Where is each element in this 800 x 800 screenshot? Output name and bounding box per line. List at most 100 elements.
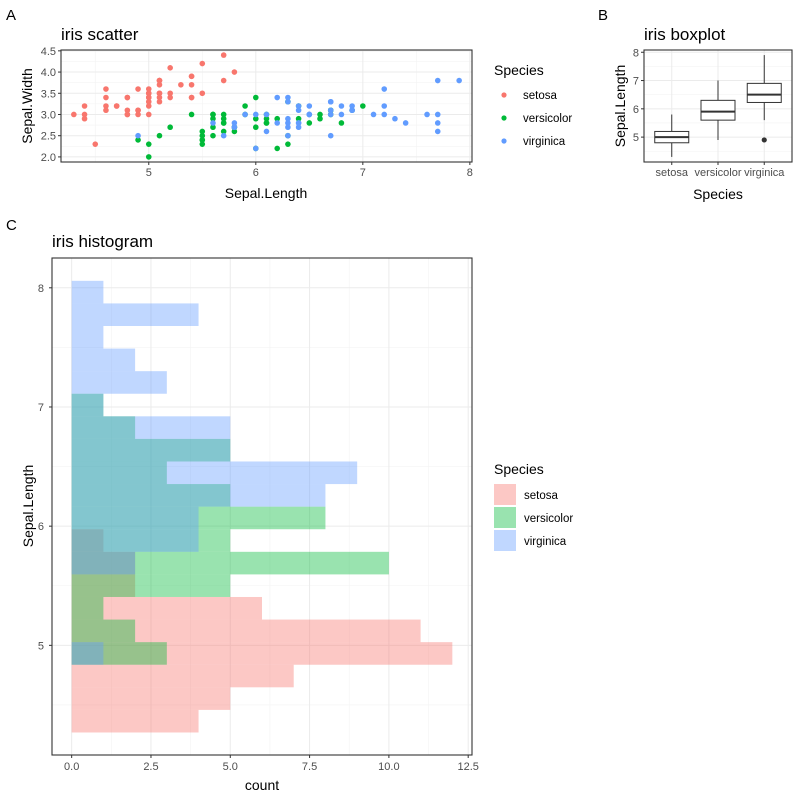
- scatter-point-versicolor: [338, 120, 345, 126]
- histogram-bar-setosa: [71, 664, 294, 688]
- boxplot-x-axis-label: Species: [693, 186, 743, 202]
- y-tick-label: 4.0: [41, 67, 56, 79]
- x-tick-label: setosa: [656, 167, 689, 179]
- x-tick-label: virginica: [744, 167, 785, 179]
- y-tick-label: 8: [633, 47, 639, 59]
- y-tick-label: 8: [38, 283, 44, 295]
- scatter-point-virginica: [285, 98, 291, 105]
- scatter-point-virginica: [285, 120, 291, 126]
- scatter-point-virginica: [327, 98, 334, 105]
- scatter-point-setosa: [145, 90, 152, 97]
- histogram-y-axis-label: Sepal.Length: [20, 465, 36, 548]
- scatter-point-setosa: [156, 94, 163, 101]
- box-setosa: [654, 114, 690, 157]
- scatter-point-setosa: [167, 90, 173, 97]
- scatter-point-virginica: [327, 132, 334, 139]
- scatter-point-virginica: [295, 107, 302, 114]
- scatter-point-versicolor: [263, 120, 270, 126]
- scatter-point-versicolor: [274, 115, 281, 122]
- x-tick-label: 7.5: [302, 761, 317, 773]
- scatter-point-setosa: [188, 94, 195, 101]
- scatter-point-virginica: [295, 120, 302, 126]
- boxplot-boxes: [654, 55, 782, 157]
- scatter-point-versicolor: [220, 115, 227, 122]
- scatter-point-virginica: [424, 111, 430, 118]
- scatter-point-setosa: [124, 107, 131, 114]
- scatter-point-virginica: [263, 128, 270, 135]
- histogram-bar-setosa: [71, 596, 263, 620]
- box-iqr: [746, 82, 782, 103]
- scatter-point-setosa: [135, 111, 141, 118]
- scatter-point-virginica: [274, 94, 281, 101]
- legend-label-setosa: setosa: [523, 90, 557, 102]
- legend-key-virginica: [501, 138, 507, 144]
- scatter-point-versicolor: [167, 124, 173, 131]
- scatter-point-virginica: [135, 132, 141, 139]
- scatter-point-virginica: [381, 111, 388, 118]
- legend-label-setosa: setosa: [524, 490, 558, 502]
- histogram-bar-virginica: [71, 529, 199, 552]
- y-tick-label: 5: [38, 640, 44, 652]
- scatter-point-versicolor: [274, 145, 281, 152]
- scatter-point-virginica: [252, 145, 259, 152]
- scatter-title: iris scatter: [61, 25, 139, 44]
- histogram-bar-versicolor: [71, 461, 167, 485]
- histogram-bar-versicolor: [71, 506, 326, 530]
- histogram-bar-virginica: [71, 551, 136, 575]
- scatter-plot: iris scatter 5 6 7 8 2.0 2.5 3.0 3.5 4.0 4.5 Sep…: [19, 25, 572, 201]
- histogram-bar-versicolor: [71, 574, 231, 597]
- scatter-point-versicolor: [306, 120, 313, 126]
- y-tick-label: 5: [633, 132, 639, 144]
- scatter-point-virginica: [210, 120, 216, 126]
- scatter-point-versicolor: [199, 128, 206, 135]
- scatter-point-virginica: [338, 103, 345, 109]
- scatter-panel-border: [60, 49, 473, 163]
- scatter-point-setosa: [167, 94, 173, 101]
- scatter-point-versicolor: [145, 154, 152, 160]
- scatter-point-setosa: [178, 81, 184, 88]
- panel-tag-c: C: [6, 217, 17, 234]
- scatter-point-versicolor: [231, 128, 238, 135]
- histogram-legend: Species setosa versicolor virginica: [494, 461, 573, 551]
- y-tick-label: 2.5: [41, 131, 56, 143]
- x-tick-label: 7: [360, 167, 366, 179]
- scatter-point-virginica: [285, 124, 291, 131]
- scatter-point-virginica: [327, 107, 334, 114]
- y-tick-label: 6: [38, 521, 44, 533]
- scatter-point-virginica: [434, 128, 441, 135]
- legend-label-virginica: virginica: [523, 136, 566, 148]
- scatter-y-axis-label: Sepal.Width: [19, 68, 35, 143]
- histogram-bar-virginica: [71, 461, 358, 485]
- x-tick-label: 8: [467, 167, 473, 179]
- scatter-point-setosa: [124, 94, 131, 101]
- scatter-x-ticks: 5 6 7 8: [146, 162, 473, 179]
- y-tick-label: 7: [38, 402, 44, 414]
- histogram-plot: iris histogram 0.0 2.5 5.0 7.5 10.0 12.5 5 6 7 8…: [20, 232, 573, 793]
- histogram-bar-versicolor: [71, 642, 167, 665]
- x-tick-label: 6: [253, 167, 259, 179]
- scatter-point-versicolor: [263, 115, 270, 122]
- histogram-bar-versicolor: [71, 416, 136, 439]
- x-tick-label: 12.5: [457, 761, 478, 773]
- scatter-point-virginica: [295, 124, 302, 131]
- scatter-point-setosa: [103, 86, 109, 92]
- x-tick-label: 5: [146, 167, 152, 179]
- legend-label-versicolor: versicolor: [524, 513, 573, 525]
- legend-label-virginica: virginica: [524, 536, 567, 548]
- scatter-point-virginica: [231, 124, 238, 131]
- outlier-point: [761, 137, 767, 143]
- scatter-point-versicolor: [210, 124, 216, 131]
- scatter-point-setosa: [156, 98, 163, 105]
- y-tick-label: 4.5: [41, 46, 56, 58]
- histogram-bar-virginica: [71, 416, 231, 439]
- scatter-point-virginica: [370, 111, 377, 118]
- scatter-point-versicolor: [317, 111, 323, 118]
- scatter-point-versicolor: [252, 94, 259, 101]
- scatter-point-setosa: [135, 107, 141, 114]
- scatter-point-virginica: [392, 115, 398, 122]
- scatter-point-versicolor: [135, 137, 141, 143]
- scatter-point-versicolor: [285, 141, 291, 147]
- histogram-title: iris histogram: [52, 232, 153, 251]
- histogram-bar-virginica: [71, 642, 104, 665]
- scatter-point-versicolor: [360, 103, 366, 109]
